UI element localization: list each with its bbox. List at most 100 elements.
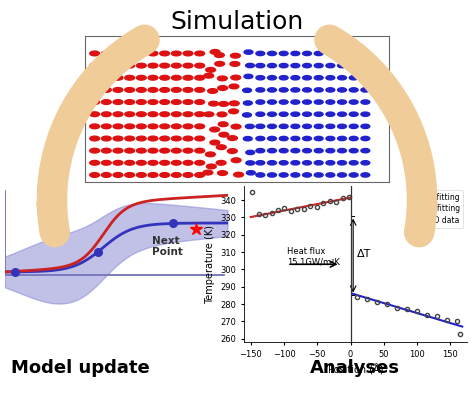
Circle shape: [349, 136, 358, 141]
Circle shape: [195, 136, 205, 141]
Circle shape: [314, 149, 323, 153]
Circle shape: [291, 51, 300, 55]
Circle shape: [183, 112, 193, 117]
Si fitting: [307, 203, 313, 208]
Circle shape: [195, 100, 205, 104]
Text: Next
Point: Next Point: [152, 236, 183, 257]
Circle shape: [125, 173, 135, 177]
MD data: [275, 207, 281, 212]
MD data: [262, 213, 268, 218]
Circle shape: [302, 136, 311, 141]
MD data: [340, 196, 346, 200]
MD data: [314, 204, 319, 209]
Circle shape: [256, 76, 265, 80]
Circle shape: [101, 87, 111, 92]
Circle shape: [148, 51, 158, 56]
Circle shape: [246, 124, 254, 128]
Text: Simulation: Simulation: [170, 10, 304, 34]
Al fitting: [415, 311, 421, 316]
Circle shape: [326, 76, 335, 80]
Circle shape: [291, 173, 300, 177]
Circle shape: [183, 87, 193, 92]
Circle shape: [113, 173, 123, 177]
Circle shape: [229, 84, 239, 89]
Circle shape: [314, 124, 323, 128]
Circle shape: [195, 160, 205, 165]
Circle shape: [349, 51, 358, 55]
Circle shape: [101, 100, 111, 104]
Circle shape: [326, 173, 335, 177]
Circle shape: [337, 149, 346, 153]
Circle shape: [137, 63, 146, 68]
Si fitting: [267, 211, 273, 216]
Circle shape: [326, 100, 335, 104]
Circle shape: [101, 63, 111, 68]
Circle shape: [160, 124, 170, 129]
Circle shape: [326, 149, 335, 153]
Circle shape: [125, 148, 135, 153]
Circle shape: [244, 74, 253, 79]
Circle shape: [256, 112, 265, 116]
Circle shape: [302, 88, 311, 92]
Circle shape: [302, 64, 311, 68]
Circle shape: [137, 124, 146, 129]
Circle shape: [243, 88, 252, 92]
Circle shape: [279, 124, 288, 128]
Circle shape: [302, 100, 311, 104]
Circle shape: [302, 51, 311, 55]
Circle shape: [137, 173, 146, 177]
Circle shape: [349, 173, 358, 177]
Circle shape: [215, 62, 225, 66]
MD data: [308, 203, 313, 208]
Circle shape: [302, 124, 311, 128]
Circle shape: [113, 63, 123, 68]
Circle shape: [216, 145, 226, 149]
Circle shape: [206, 68, 216, 72]
Si fitting: [343, 196, 348, 201]
Al fitting: [454, 322, 459, 327]
Circle shape: [137, 100, 146, 104]
Circle shape: [279, 51, 288, 55]
Circle shape: [291, 88, 300, 92]
Circle shape: [256, 64, 265, 68]
Circle shape: [195, 63, 205, 68]
Circle shape: [214, 53, 224, 58]
Circle shape: [314, 161, 323, 165]
Circle shape: [291, 136, 300, 141]
Circle shape: [90, 87, 100, 92]
Y-axis label: Temperature (K): Temperature (K): [205, 225, 215, 304]
Circle shape: [326, 64, 335, 68]
Circle shape: [246, 150, 255, 155]
Circle shape: [267, 88, 276, 92]
Circle shape: [231, 75, 241, 80]
Circle shape: [291, 149, 300, 153]
MD data: [249, 190, 255, 195]
Circle shape: [101, 136, 111, 141]
Circle shape: [291, 112, 300, 116]
Circle shape: [337, 64, 346, 68]
Circle shape: [246, 171, 255, 175]
Circle shape: [125, 112, 135, 117]
Circle shape: [326, 124, 335, 128]
Circle shape: [148, 75, 158, 80]
Circle shape: [113, 100, 123, 104]
MD data: [320, 200, 326, 205]
Circle shape: [183, 63, 193, 68]
MD data: [301, 207, 307, 211]
Circle shape: [256, 173, 265, 177]
Si fitting: [271, 210, 277, 215]
Circle shape: [361, 124, 370, 128]
Circle shape: [90, 124, 100, 129]
Circle shape: [195, 112, 205, 117]
MD data: [346, 195, 352, 200]
Circle shape: [160, 173, 170, 177]
Circle shape: [125, 87, 135, 92]
Circle shape: [101, 51, 111, 56]
Circle shape: [101, 173, 111, 177]
Line: Al fitting: Al fitting: [353, 294, 462, 326]
Circle shape: [279, 112, 288, 116]
MD data: [333, 199, 339, 204]
Circle shape: [244, 50, 253, 54]
Circle shape: [361, 136, 370, 141]
Circle shape: [195, 148, 205, 153]
